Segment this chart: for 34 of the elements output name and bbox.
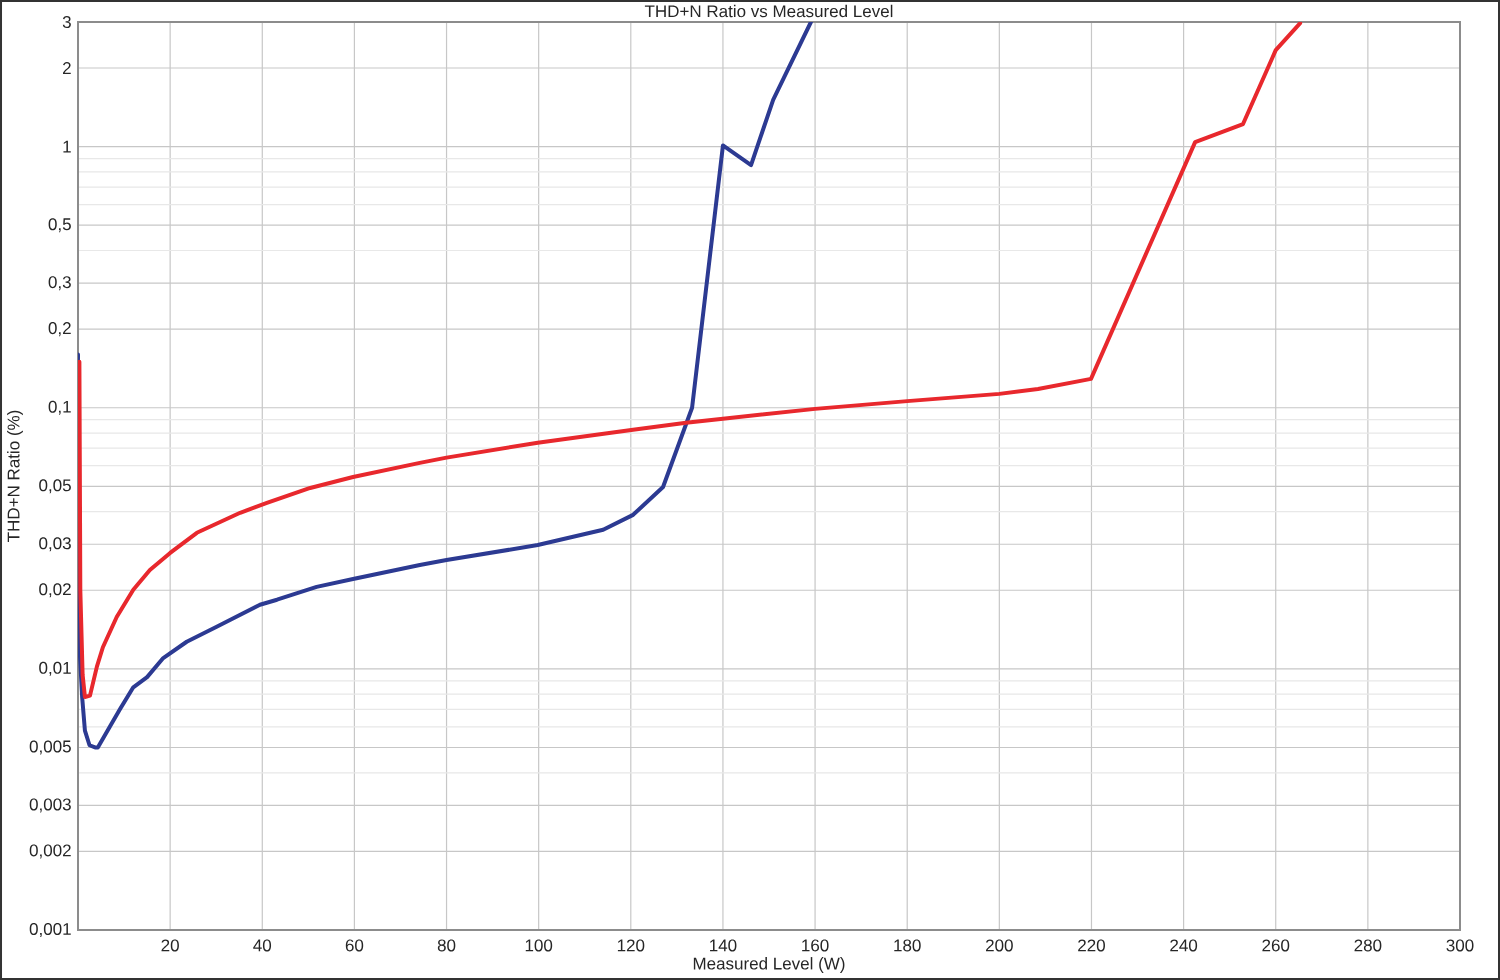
x-tick-label: 300	[1446, 939, 1474, 952]
y-tick-label: 0,1	[48, 400, 71, 415]
x-tick-label: 20	[161, 939, 179, 952]
x-tick-label: 60	[345, 939, 364, 952]
y-tick-label: 0,003	[29, 798, 71, 813]
y-tick-label: 0,03	[39, 537, 71, 552]
chart-title: THD+N Ratio vs Measured Level	[644, 4, 893, 18]
y-tick-label: 3	[62, 16, 71, 29]
y-tick-label: 1	[63, 140, 71, 153]
y-tick-label: 0,2	[48, 322, 71, 337]
line-series	[78, 22, 1303, 700]
x-tick-label: 140	[710, 939, 737, 952]
y-axis-title: THD+N Ratio (%)	[7, 410, 23, 542]
x-axis-title: Measured Level (W)	[693, 957, 845, 973]
y-tick-label: 0,05	[39, 479, 71, 494]
x-tick-label: 220	[1078, 939, 1105, 952]
y-tick-label: 0,001	[29, 922, 71, 938]
x-tick-label: 40	[253, 939, 272, 952]
x-tick-label: 260	[1262, 939, 1290, 952]
x-tick-label: 240	[1170, 939, 1198, 952]
y-tick-label: 0,5	[48, 218, 71, 233]
y-tick-label: 0,01	[39, 661, 71, 676]
y-tick-label: 2	[63, 62, 71, 74]
y-tick-label: 0,005	[29, 740, 71, 755]
y-tick-label: 0,02	[39, 583, 71, 598]
x-tick-label: 180	[894, 939, 921, 952]
y-tick-label: 0,002	[29, 844, 71, 859]
x-tick-label: 200	[986, 939, 1013, 952]
x-tick-label: 80	[437, 939, 456, 952]
x-tick-label: 280	[1354, 939, 1382, 952]
x-tick-label: 160	[802, 939, 829, 952]
x-tick-label: 100	[525, 939, 553, 952]
x-tick-label: 120	[617, 939, 645, 952]
y-tick-label: 0,3	[48, 276, 71, 291]
